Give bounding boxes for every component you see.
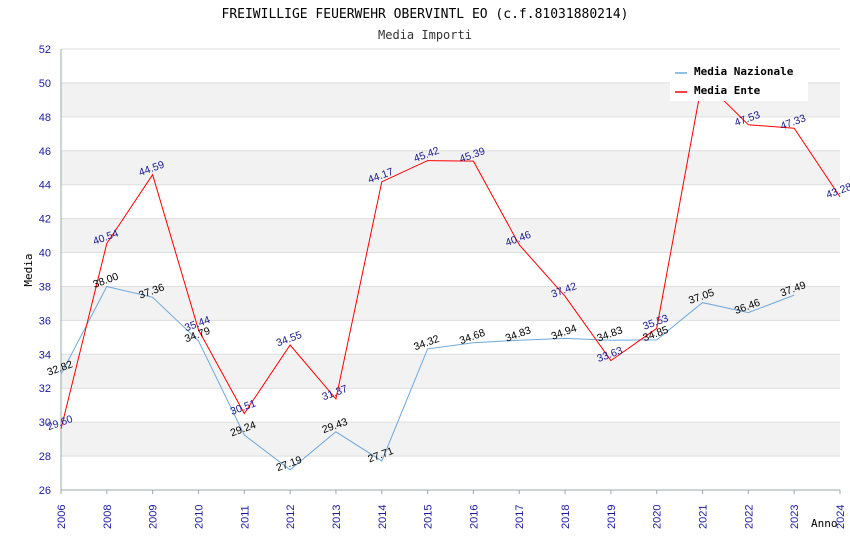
series-lines xyxy=(60,78,841,471)
x-tick-label: 2023 xyxy=(789,505,801,529)
legend-label-ente: Media Ente xyxy=(694,84,761,97)
data-label-nazionale: 34.83 xyxy=(504,324,533,344)
y-tick-label: 44 xyxy=(39,180,51,192)
y-tick-labels: 26 28 30 32 34 36 38 40 42 44 46 48 50 52 xyxy=(39,44,51,497)
x-tick-label: 2019 xyxy=(606,505,618,529)
y-tick-label: 46 xyxy=(39,146,51,158)
y-tick-label: 26 xyxy=(39,485,51,497)
x-tick-label: 2021 xyxy=(698,505,710,529)
y-tick-label: 50 xyxy=(39,78,51,90)
x-axis-label: Anno xyxy=(811,517,838,530)
x-tick-label: 2012 xyxy=(285,505,297,529)
x-tick-label: 2014 xyxy=(377,505,389,529)
background-band xyxy=(61,422,840,457)
background-band xyxy=(61,354,840,389)
data-label-ente: 30.51 xyxy=(229,397,258,417)
x-tick-label: 2018 xyxy=(560,505,572,529)
x-tick-label: 2010 xyxy=(193,505,205,529)
series-line-nazionale xyxy=(60,285,795,471)
y-tick-label: 30 xyxy=(39,417,51,429)
y-tick-label: 48 xyxy=(39,112,51,124)
y-tick-label: 36 xyxy=(39,315,51,327)
background-band xyxy=(61,150,840,185)
chart-title: FREIWILLIGE FEUERWEHR OBERVINTL EO (c.f.… xyxy=(222,7,629,22)
y-tick-label: 40 xyxy=(39,248,51,260)
data-label-nazionale: 34.83 xyxy=(595,324,624,344)
y-tick-label: 32 xyxy=(39,383,51,395)
y-axis-label: Media xyxy=(22,253,35,286)
y-tick-label: 34 xyxy=(39,349,51,361)
x-tick-label: 2024 xyxy=(835,505,847,529)
x-tick-label: 2015 xyxy=(423,505,435,529)
background-band xyxy=(61,218,840,253)
y-tick-label: 28 xyxy=(39,451,51,463)
data-label-nazionale: 34.94 xyxy=(550,322,579,342)
data-label-nazionale: 27.19 xyxy=(275,454,304,474)
x-tick-label: 2020 xyxy=(652,505,664,529)
x-tick-label: 2016 xyxy=(468,505,480,529)
y-tick-label: 52 xyxy=(39,44,51,56)
legend: Media Nazionale Media Ente xyxy=(670,60,808,101)
legend-box xyxy=(670,60,808,101)
x-tick-label: 2006 xyxy=(56,505,68,529)
data-label-nazionale: 34.68 xyxy=(458,327,487,347)
background-band xyxy=(61,286,840,321)
gridlines xyxy=(61,48,840,491)
legend-label-nazionale: Media Nazionale xyxy=(694,65,794,78)
y-tick-label: 38 xyxy=(39,281,51,293)
background-bands xyxy=(61,82,840,457)
x-tick-label: 2013 xyxy=(331,505,343,529)
axes xyxy=(60,49,840,491)
x-tick-label: 2017 xyxy=(514,505,526,529)
x-tick-labels: 2006 2008 2009 2010 2011 2012 2013 2014 2015 2016… xyxy=(56,490,847,529)
x-tick-label: 2009 xyxy=(148,505,160,529)
y-tick-label: 42 xyxy=(39,214,51,226)
chart-subtitle: Media Importi xyxy=(378,28,472,42)
x-tick-label: 2011 xyxy=(239,505,251,529)
x-tick-label: 2022 xyxy=(743,505,755,529)
x-tick-label: 2008 xyxy=(102,505,114,529)
